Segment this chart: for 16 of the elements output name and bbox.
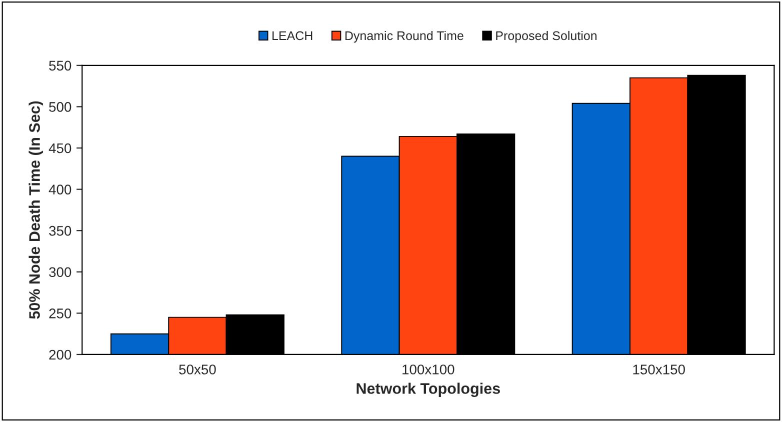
y-tick-label: 200 [49,350,72,360]
y-tick-label: 550 [49,60,72,71]
x-tick-label: 50x50 [179,364,216,374]
x-axis-title: Network Topologies [356,382,500,398]
y-tick-label: 250 [49,308,72,318]
legend-label: Proposed Solution [496,30,596,43]
x-tick-label: 100x100 [402,364,454,374]
y-tick-label: 400 [48,184,72,194]
legend-label: LEACH [272,31,312,40]
y-tick-label: 350 [49,226,72,236]
y-tick-label: 450 [48,143,72,154]
y-tick-label: 300 [49,267,72,278]
legend-label: Dynamic Round Time [345,30,464,43]
y-axis-title: 50% Node Death Time (In Sec) [28,101,43,319]
x-tick-label: 150x150 [633,364,685,374]
y-tick-label: 500 [49,102,72,112]
